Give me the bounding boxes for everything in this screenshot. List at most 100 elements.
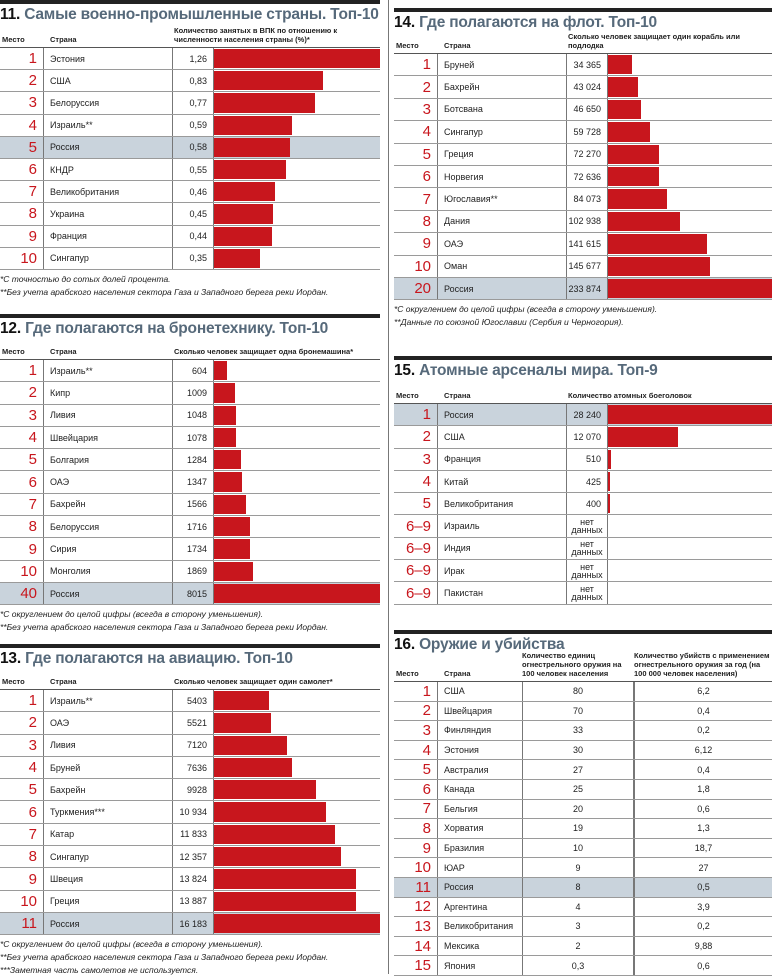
country-name: Ливия — [50, 410, 76, 421]
guns-per-100: 70 — [522, 701, 634, 721]
header-value: Сколько человек защищает один самолет* — [174, 677, 333, 686]
table-row: 8 Хорватия 19 1,3 — [394, 819, 772, 839]
murders-per-100k: 18,7 — [634, 838, 772, 858]
footnote: *С округлением до целой цифры (всегда в … — [0, 609, 264, 620]
rank-number: 3 — [394, 448, 438, 470]
rank-number: 2 — [0, 382, 44, 404]
country-name: Великобритания — [444, 921, 514, 932]
table-row: 5 Россия 0,58 — [0, 136, 380, 159]
country-name: Бельгия — [444, 803, 478, 814]
section-number: 15. — [394, 362, 415, 379]
header-value: Количество атомных боеголовок — [568, 391, 692, 400]
section-number: 16. — [394, 636, 415, 653]
section-title-text: Атомные арсеналы мира. Топ-9 — [419, 362, 658, 379]
country-name: ЮАР — [444, 862, 465, 873]
rank-number: 11 — [394, 877, 438, 897]
murders-per-100k: 27 — [634, 858, 772, 877]
rank-number: 9 — [0, 868, 44, 890]
table-row: 10 Монголия 1869 — [0, 560, 380, 583]
header-place: Место — [396, 669, 419, 678]
rank-number: 3 — [394, 721, 438, 740]
guns-per-100: 3 — [522, 917, 634, 936]
table-header: Место Страна Сколько человек защищает один… — [0, 668, 380, 690]
value: 0,35 — [172, 247, 214, 269]
country-name: ОАЭ — [444, 238, 464, 249]
table-row: 1 Бруней 34 365 — [394, 54, 772, 77]
value: нет данных — [566, 582, 608, 604]
value-bar — [214, 427, 237, 448]
value: 1,26 — [172, 48, 214, 70]
section-title: 12. Где полагаются на бронетехнику. Топ-… — [0, 320, 380, 338]
country-name: Оман — [444, 261, 468, 272]
table-row: 13 Великобритания 3 0,2 — [394, 917, 772, 937]
guns-per-100: 33 — [522, 721, 634, 740]
country-name: Белоруссия — [50, 97, 100, 108]
rank-number: 3 — [0, 92, 44, 114]
value-bar — [214, 383, 235, 403]
header-country: Страна — [444, 41, 471, 50]
value-bar — [214, 159, 287, 180]
table-row: 1 Россия 28 240 — [394, 404, 772, 427]
guns-per-100: 19 — [522, 819, 634, 838]
table-row: 8 Украина 0,45 — [0, 203, 380, 226]
section-title-text: Самые военно-промышленные страны. Топ-10 — [24, 6, 379, 23]
value-bar — [214, 204, 274, 224]
value: 28 240 — [566, 404, 608, 426]
rank-number: 1 — [0, 690, 44, 712]
footnote: **Без учета арабского населения сектора … — [0, 952, 329, 963]
rank-number: 1 — [394, 682, 438, 701]
footnote: *С точностью до сотых долей процента. — [0, 273, 171, 284]
header-value: Сколько человек защищает один корабль ил… — [568, 32, 740, 50]
table-row: 9 Швеция 13 824 — [0, 868, 380, 891]
value: 16 183 — [172, 912, 214, 935]
rank-number: 8 — [0, 516, 44, 538]
country-name: Бруней — [444, 59, 475, 70]
country-name: Греция — [50, 896, 80, 907]
value-bar — [608, 211, 681, 232]
murders-per-100k: 1,3 — [634, 819, 772, 838]
table-row: 10 Оман 145 677 — [394, 255, 772, 278]
murders-per-100k: 0,4 — [634, 760, 772, 779]
section-top-rule — [0, 0, 380, 4]
value: 46 650 — [566, 98, 608, 121]
rank-number: 2 — [394, 426, 438, 448]
guns-per-100: 9 — [522, 858, 634, 877]
guns-per-100: 27 — [522, 760, 634, 779]
value-bar — [214, 539, 250, 559]
table-row: 6 КНДР 0,55 — [0, 158, 380, 182]
value-bar — [214, 472, 242, 492]
country-name: Израиль — [444, 521, 480, 532]
value-bar — [608, 122, 650, 142]
value: 9928 — [172, 779, 214, 801]
rank-number: 5 — [394, 760, 438, 779]
country-name: Россия — [50, 918, 80, 929]
value-bar — [608, 189, 667, 209]
value: 7120 — [172, 734, 214, 756]
rank-number: 2 — [0, 712, 44, 734]
table-section-15: 15. Атомные арсеналы мира. Топ-9 Место Стр… — [394, 356, 772, 605]
rank-number: 4 — [0, 114, 44, 136]
table-header: Место Страна Количество занятых в ВПК по о… — [0, 24, 380, 48]
section-number: 11. — [0, 6, 21, 23]
guns-per-100: 20 — [522, 799, 634, 819]
value-bar — [214, 71, 324, 91]
country-name: Ливия — [50, 740, 76, 751]
rank-number: 4 — [394, 740, 438, 760]
value-bar — [214, 847, 341, 867]
murders-per-100k: 6,2 — [634, 682, 772, 701]
country-name: Бруней — [50, 762, 81, 773]
country-name: ОАЭ — [50, 717, 70, 728]
header-murders: Количество убийств с применением огнестр… — [634, 651, 770, 678]
rank-number: 40 — [0, 582, 44, 605]
header-place: Место — [396, 41, 419, 50]
guns-per-100: 25 — [522, 779, 634, 799]
value: 5521 — [172, 712, 214, 734]
rank-number: 10 — [394, 255, 438, 277]
guns-per-100: 30 — [522, 740, 634, 760]
value: 1347 — [172, 471, 214, 493]
value: 233 874 — [566, 277, 608, 300]
country-name: Эстония — [50, 53, 85, 64]
value-bar — [214, 735, 288, 755]
table-section-14: 14. Где полагаются на флот. Топ-10 Место С… — [394, 8, 772, 329]
country-name: Россия — [444, 283, 474, 294]
